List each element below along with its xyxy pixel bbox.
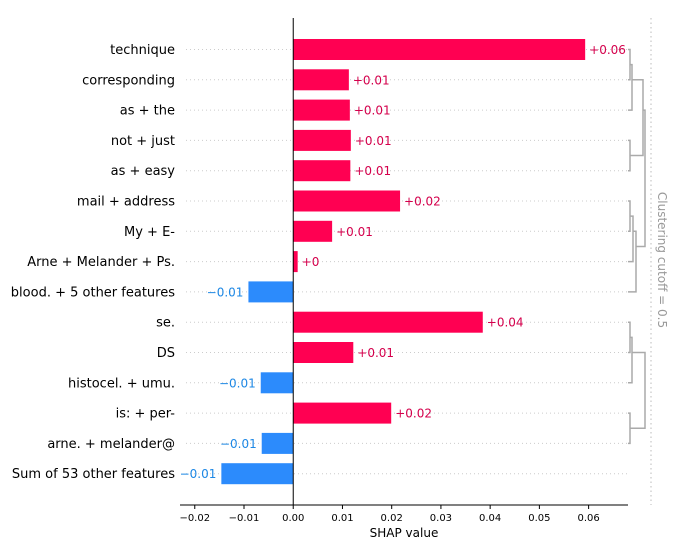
x-tick-label: −0.01 — [229, 513, 260, 524]
feature-label: mail + address — [77, 195, 175, 210]
value-label: −0.01 — [220, 437, 257, 451]
value-label: +0.06 — [589, 43, 626, 57]
bar — [293, 342, 354, 363]
dendrogram-link — [630, 351, 646, 429]
dendrogram-link — [628, 139, 631, 172]
feature-label: My + E- — [124, 225, 175, 240]
bar — [221, 463, 294, 485]
dendrogram-link — [630, 79, 644, 157]
feature-label: technique — [110, 43, 175, 58]
value-label: +0.04 — [487, 316, 524, 330]
value-label: +0.01 — [336, 225, 373, 239]
feature-label: corresponding — [82, 73, 175, 88]
value-label: +0 — [302, 255, 320, 269]
x-axis-title: SHAP value — [370, 526, 439, 540]
x-tick-label: 0.02 — [381, 513, 403, 524]
value-label: +0.01 — [355, 134, 392, 148]
feature-labels: technique corresponding as + the not + just… — [11, 43, 176, 482]
x-tick-label: 0.05 — [528, 513, 550, 524]
x-tick-label: 0.03 — [430, 513, 452, 524]
value-label: +0.01 — [354, 104, 391, 118]
feature-label: se. — [156, 316, 175, 331]
value-label: −0.01 — [219, 376, 256, 390]
feature-label: blood. + 5 other features — [11, 285, 175, 300]
clustering-cutoff-label: Clustering cutoff = 0.5 — [655, 192, 669, 328]
dendrogram-link — [636, 109, 646, 248]
x-axis: −0.02 −0.01 0.00 0.01 0.02 0.03 0.04 0.05 0.06 — [179, 504, 628, 524]
x-tick-label: 0.04 — [479, 513, 501, 524]
bar — [293, 220, 333, 242]
dendrogram-link — [628, 336, 633, 384]
bar — [293, 190, 401, 212]
bars — [221, 39, 586, 485]
dendrogram-link — [628, 412, 631, 445]
value-label: −0.01 — [180, 467, 217, 481]
bar — [260, 372, 294, 394]
bar — [261, 432, 294, 454]
value-label: +0.01 — [354, 164, 391, 178]
dendrogram-link — [628, 215, 634, 263]
x-tick-label: 0.01 — [331, 513, 353, 524]
feature-label: arne. + melander@ — [47, 437, 175, 452]
x-tick-label: 0.06 — [577, 513, 599, 524]
clustering-dendrogram — [628, 48, 646, 445]
dendrogram-link — [628, 200, 631, 233]
bar — [293, 160, 351, 182]
value-label: +0.01 — [353, 73, 390, 87]
value-labels: +0.06 +0.01 +0.01 +0.01 +0.01 +0.02 +0.01 +0 −0.… — [180, 43, 626, 481]
bar — [293, 311, 483, 333]
feature-label: histocel. + umu. — [68, 376, 175, 391]
bar — [293, 251, 298, 273]
feature-label: not + just — [111, 134, 175, 149]
x-tick-label: 0.00 — [282, 513, 304, 524]
dendrogram-link — [628, 230, 637, 293]
dendrogram-link — [628, 63, 633, 111]
feature-label: as + the — [120, 104, 175, 119]
feature-label: as + easy — [111, 164, 176, 179]
feature-label: Arne + Melander + Ps. — [27, 255, 175, 270]
feature-label: is: + per- — [116, 407, 176, 422]
bar — [293, 402, 392, 424]
value-label: +0.02 — [395, 407, 432, 421]
bar — [248, 281, 294, 303]
dendrogram-link — [628, 48, 631, 81]
bar — [293, 99, 350, 121]
dendrogram-link — [628, 321, 631, 354]
value-label: −0.01 — [207, 285, 244, 299]
bar — [293, 39, 586, 60]
bar — [293, 69, 349, 91]
value-label: +0.01 — [357, 346, 394, 360]
feature-label: Sum of 53 other features — [12, 467, 175, 482]
value-label: +0.02 — [404, 195, 441, 209]
x-tick-label: −0.02 — [179, 513, 210, 524]
bar — [293, 129, 351, 151]
feature-label: DS — [157, 346, 175, 361]
